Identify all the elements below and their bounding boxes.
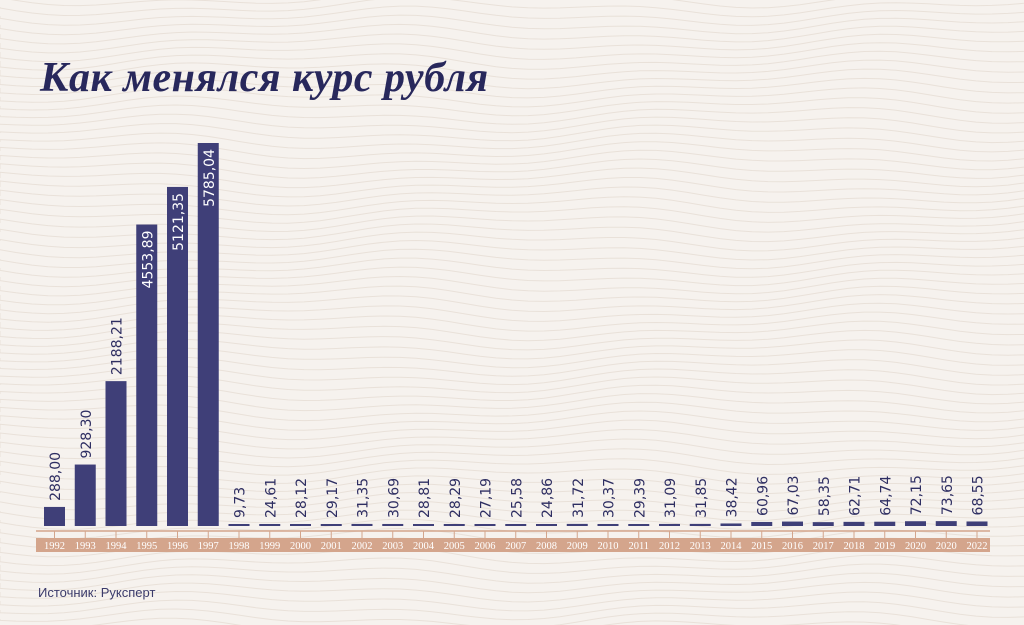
bar-value-label: 60,96 <box>755 476 771 516</box>
bar-value-label: 928,30 <box>79 410 95 459</box>
bar-2020 <box>935 521 957 526</box>
bar-2016 <box>782 521 803 526</box>
x-tick-label: 1995 <box>136 541 157 552</box>
bar-1999 <box>259 524 281 526</box>
bar-1998 <box>228 524 250 526</box>
x-tick-label: 1993 <box>75 541 96 552</box>
x-tick-label: 1998 <box>229 541 250 552</box>
bar-2002 <box>351 523 373 526</box>
x-tick-label: 2003 <box>382 541 403 552</box>
x-tick-label: 2018 <box>844 541 865 552</box>
bar-2013 <box>689 523 711 526</box>
x-tick-label: 2001 <box>321 541 342 552</box>
x-tick-label: 2022 <box>967 541 988 552</box>
bar-value-label: 2188,21 <box>110 317 126 375</box>
bar-2004 <box>413 524 434 526</box>
x-axis-band <box>36 538 990 552</box>
bar-2015 <box>751 521 773 526</box>
x-tick-label: 2014 <box>721 541 743 552</box>
bar-value-label: 30,37 <box>602 478 618 518</box>
bar-value-label: 28,29 <box>448 478 464 518</box>
bar-1993 <box>74 464 96 526</box>
x-tick-label: 2013 <box>690 541 711 552</box>
bar-2001 <box>320 524 342 526</box>
bar-value-label: 58,35 <box>817 476 833 516</box>
bar-value-label: 68,55 <box>971 475 987 515</box>
x-tick-label: 2000 <box>290 541 311 552</box>
bar-value-label: 24,86 <box>540 478 556 518</box>
bar-value-label: 25,58 <box>509 478 525 518</box>
bar-value-label: 73,65 <box>940 475 956 515</box>
bar-value-label: 31,35 <box>356 478 372 518</box>
x-tick-label: 2008 <box>536 541 557 552</box>
bar-2009 <box>566 523 588 526</box>
bar-1994 <box>105 381 127 526</box>
bar-2011 <box>628 524 650 526</box>
bar-value-label: 29,17 <box>325 478 341 518</box>
bar-2000 <box>290 524 311 526</box>
bar-value-label: 5121,35 <box>171 193 187 251</box>
bar-value-label: 29,39 <box>632 478 648 518</box>
bar-value-label: 27,19 <box>479 478 495 518</box>
bar-value-label: 4553,89 <box>140 231 156 289</box>
x-tick-label: 2011 <box>628 541 649 552</box>
x-tick-label: 2020 <box>936 541 957 552</box>
bar-value-label: 288,00 <box>48 452 64 501</box>
x-tick-label: 2005 <box>444 541 465 552</box>
bar-value-label: 64,74 <box>878 476 894 516</box>
x-tick-label: 2015 <box>751 541 772 552</box>
x-tick-label: 2006 <box>475 541 496 552</box>
x-tick-label: 1992 <box>44 541 65 552</box>
bar-1997 <box>197 143 219 526</box>
bar-1995 <box>136 224 158 526</box>
bar-2005 <box>443 524 465 526</box>
bar-2008 <box>536 524 557 526</box>
bar-value-label: 9,73 <box>233 487 249 518</box>
bar-value-label: 31,09 <box>663 478 679 518</box>
bar-value-label: 62,71 <box>848 476 864 516</box>
bar-value-label: 31,72 <box>571 478 587 518</box>
bar-value-label: 5785,04 <box>202 149 218 207</box>
source-note: Источник: Руксперт <box>38 585 156 600</box>
bar-value-label: 28,12 <box>294 478 310 518</box>
x-tick-label: 2010 <box>598 541 619 552</box>
bar-2020 <box>905 521 926 526</box>
x-tick-label: 2019 <box>874 541 895 552</box>
x-tick-label: 2009 <box>567 541 588 552</box>
bar-2019 <box>874 521 896 526</box>
page-title: Как менялся курс рубля <box>40 55 489 101</box>
bar-value-label: 38,42 <box>725 477 741 517</box>
bar-1992 <box>44 506 65 526</box>
bar-1996 <box>167 186 188 526</box>
x-tick-label: 1999 <box>259 541 280 552</box>
bar-2010 <box>597 523 619 526</box>
x-tick-label: 2012 <box>659 541 680 552</box>
bar-2018 <box>843 521 865 526</box>
x-tick-label: 1996 <box>167 541 188 552</box>
x-tick-label: 2007 <box>505 541 526 552</box>
x-tick-label: 2016 <box>782 541 803 552</box>
bar-2007 <box>505 524 527 526</box>
x-tick-label: 2017 <box>813 541 834 552</box>
bar-value-label: 28,81 <box>417 478 433 518</box>
x-tick-label: 1994 <box>106 541 128 552</box>
bar-2022 <box>966 521 988 526</box>
bar-2006 <box>474 524 496 526</box>
bar-value-label: 24,61 <box>263 478 279 518</box>
bar-2003 <box>382 523 404 526</box>
x-tick-label: 1997 <box>198 541 219 552</box>
bar-2017 <box>812 522 834 526</box>
bar-2014 <box>720 523 742 526</box>
x-tick-label: 2002 <box>352 541 373 552</box>
bar-2012 <box>659 523 680 526</box>
bar-value-label: 72,15 <box>909 475 925 515</box>
bar-value-label: 31,85 <box>694 478 710 518</box>
x-tick-label: 2004 <box>413 541 435 552</box>
x-tick-label: 2020 <box>905 541 926 552</box>
bar-value-label: 30,69 <box>386 478 402 518</box>
bar-value-label: 67,03 <box>786 475 802 515</box>
